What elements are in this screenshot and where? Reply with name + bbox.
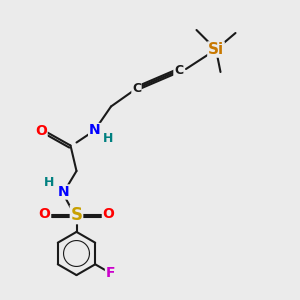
Text: O: O [103,208,115,221]
Text: Si: Si [208,42,224,57]
Text: F: F [106,266,115,280]
Text: H: H [44,176,54,190]
Text: C: C [132,82,141,95]
Text: S: S [70,206,83,224]
Text: N: N [89,124,100,137]
Text: H: H [103,131,113,145]
Text: O: O [35,124,47,138]
Text: O: O [38,208,50,221]
Text: N: N [58,185,69,199]
Text: C: C [174,64,183,77]
